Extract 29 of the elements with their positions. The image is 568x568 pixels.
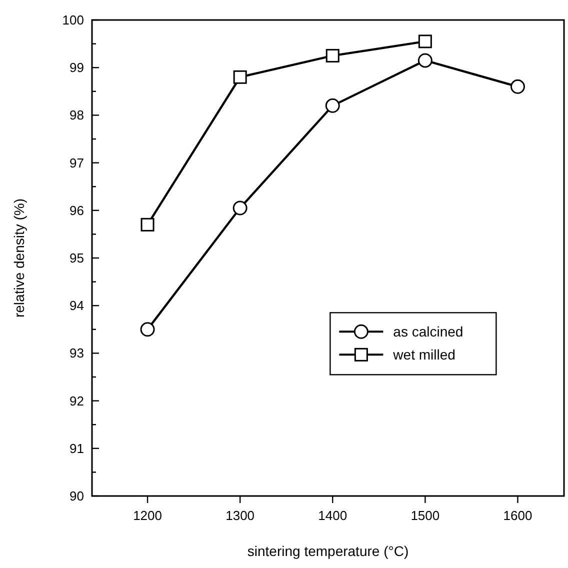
y-tick-label: 99	[70, 60, 84, 76]
x-tick-label: 1500	[410, 508, 440, 523]
y-tick-label: 94	[70, 298, 84, 314]
point	[232, 200, 248, 216]
y-tick-label: 91	[70, 440, 84, 456]
y-axis-title: relative density (%)	[11, 198, 27, 318]
point	[326, 48, 340, 62]
x-tick-label: 1200	[133, 508, 162, 523]
legend-label: wet milled	[392, 346, 456, 363]
x-axis-title: sintering temperature (°C)	[247, 543, 409, 559]
y-tick-label: 97	[70, 155, 84, 170]
y-tick-label: 100	[62, 12, 84, 28]
y-tick-label: 98	[70, 108, 84, 123]
point	[325, 98, 340, 113]
point	[510, 79, 525, 94]
point	[418, 34, 432, 48]
point	[140, 322, 155, 337]
point	[233, 70, 247, 84]
point	[418, 53, 432, 68]
y-tick-label: 92	[70, 393, 84, 408]
y-tick-label: 90	[70, 488, 84, 504]
point	[140, 218, 154, 232]
legend-label: as calcined	[393, 324, 464, 340]
x-tick-label: 1300	[226, 508, 255, 523]
y-tick-label: 93	[70, 346, 84, 361]
x-tick-label: 1600	[503, 508, 532, 523]
y-tick-label: 95	[70, 250, 84, 266]
x-tick-label: 1400	[318, 508, 348, 523]
y-tick-label: 96	[70, 202, 84, 218]
